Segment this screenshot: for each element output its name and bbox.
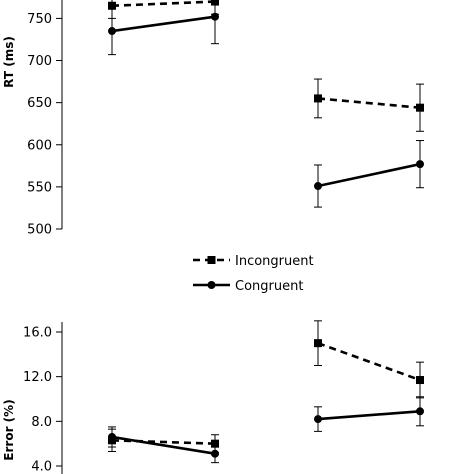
congruent-point bbox=[416, 407, 424, 416]
legend-incongruent-marker bbox=[207, 256, 216, 264]
congruent-point bbox=[211, 449, 219, 458]
incongruent-line bbox=[111, 0, 216, 8]
y-axis-title: RT (ms) bbox=[2, 36, 16, 88]
incongruent-point bbox=[108, 1, 116, 10]
incongruent-point bbox=[314, 339, 322, 348]
y-tick-label: 500 bbox=[27, 223, 52, 238]
incongruent-line bbox=[111, 439, 216, 445]
congruent-point bbox=[416, 160, 424, 169]
legend-congruent-label: Congruent bbox=[235, 279, 303, 294]
legend-congruent-marker bbox=[207, 281, 216, 289]
y-tick-label: 8.0 bbox=[31, 415, 52, 430]
y-tick-label: 750 bbox=[27, 12, 52, 27]
congruent-point bbox=[314, 415, 322, 424]
incongruent-line bbox=[317, 341, 421, 382]
congruent-point bbox=[211, 12, 219, 21]
y-tick-label: 600 bbox=[27, 138, 52, 153]
congruent-point bbox=[108, 27, 116, 36]
y-tick-label: 4.0 bbox=[31, 460, 52, 474]
rt-panel: 500 550 600 650 700 750 RT (ms) bbox=[2, 0, 424, 238]
congruent-line bbox=[317, 409, 421, 421]
congruent-line bbox=[111, 15, 216, 33]
congruent-point bbox=[314, 182, 322, 191]
y-tick-label: 550 bbox=[27, 180, 52, 195]
incongruent-point bbox=[416, 376, 424, 385]
error-panel: 4.0 8.0 12.0 16.0 Error (%) bbox=[2, 320, 424, 474]
y-tick-label: 650 bbox=[27, 96, 52, 111]
congruent-line bbox=[317, 162, 421, 188]
legend: Incongruent Congruent bbox=[193, 254, 314, 294]
y-axis-title: Error (%) bbox=[2, 399, 16, 460]
incongruent-point bbox=[314, 94, 322, 103]
congruent-line bbox=[111, 435, 216, 455]
congruent-point bbox=[108, 432, 116, 441]
incongruent-point bbox=[416, 103, 424, 112]
incongruent-point bbox=[211, 439, 219, 448]
y-tick-label: 700 bbox=[27, 54, 52, 69]
legend-incongruent-label: Incongruent bbox=[235, 254, 314, 269]
incongruent-line bbox=[317, 97, 421, 109]
y-tick-label: 16.0 bbox=[23, 326, 52, 341]
y-tick-label: 12.0 bbox=[23, 370, 52, 385]
